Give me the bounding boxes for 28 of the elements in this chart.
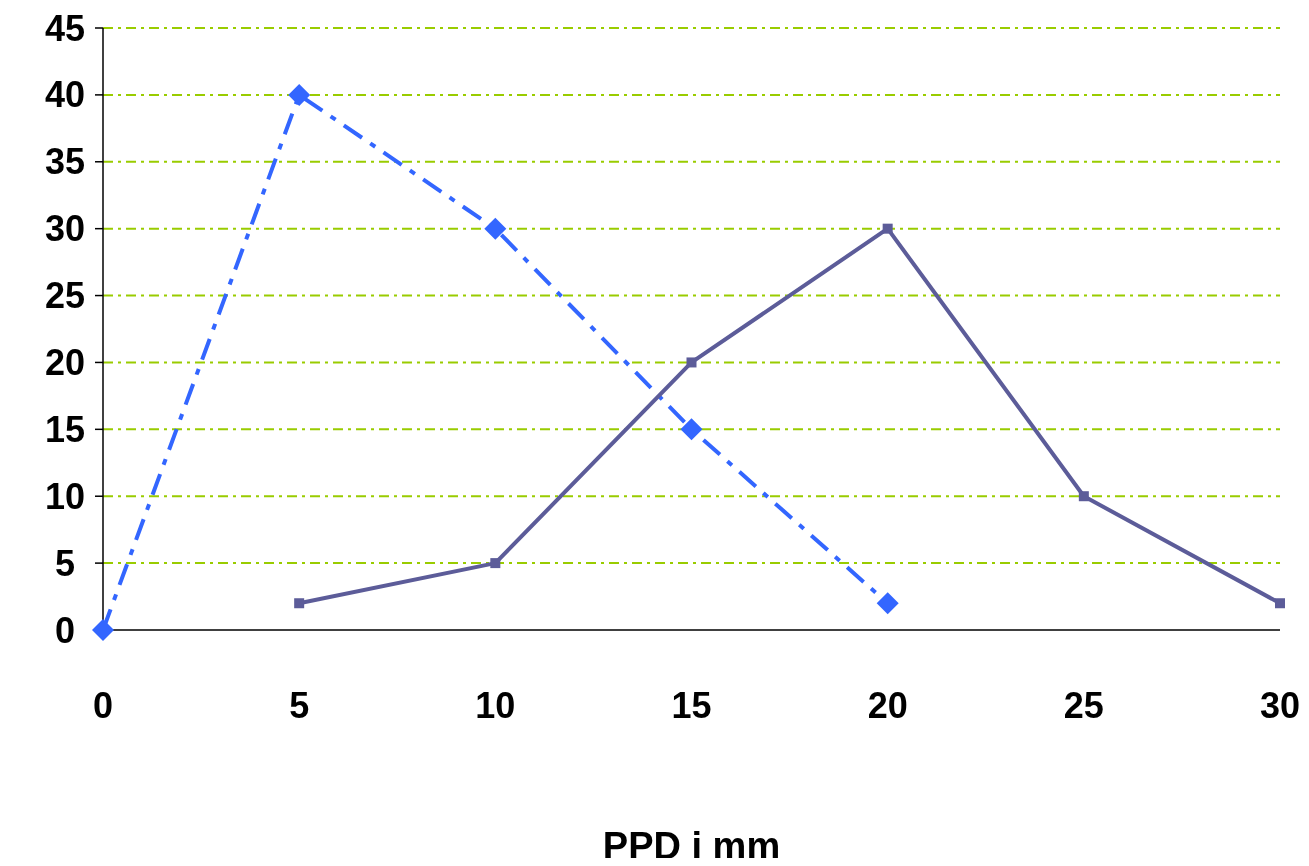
- y-tick-label: 25: [44, 275, 86, 317]
- x-tick-label: 25: [1063, 684, 1104, 726]
- x-tick-label: 5: [289, 684, 310, 726]
- point: [490, 558, 501, 569]
- point: [288, 83, 311, 106]
- y-tick-label: 35: [44, 141, 86, 183]
- point: [92, 619, 114, 641]
- y-tick-label: 5: [54, 542, 76, 584]
- y-tick-label: 10: [44, 475, 86, 517]
- y-tick-label: 0: [54, 609, 76, 651]
- x-tick-label: 0: [92, 684, 114, 726]
- x-tick-label: 20: [867, 684, 908, 726]
- y-tick-label: 40: [44, 74, 86, 116]
- point: [1078, 491, 1089, 502]
- point: [680, 418, 703, 441]
- point: [876, 592, 899, 615]
- y-tick-label: 20: [44, 341, 86, 383]
- point: [686, 357, 697, 368]
- point: [882, 223, 893, 234]
- y-tick-label: 30: [44, 208, 86, 250]
- point: [484, 217, 507, 240]
- y-tick-label: 45: [44, 7, 86, 49]
- x-tick-label: 30: [1259, 684, 1301, 726]
- x-tick-label: 10: [475, 684, 516, 726]
- point: [1275, 598, 1285, 609]
- point: [294, 598, 305, 609]
- x-tick-label: 15: [671, 684, 712, 726]
- y-tick-label: 15: [44, 408, 86, 450]
